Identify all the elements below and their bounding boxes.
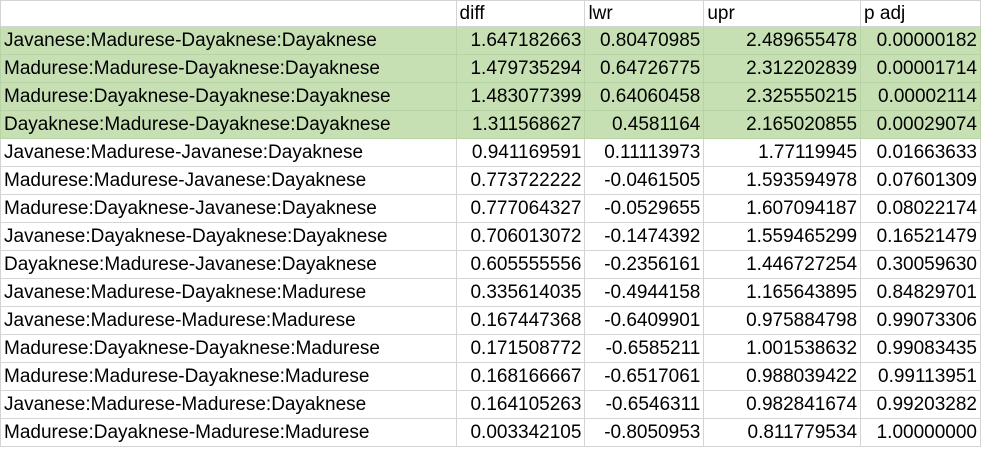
diff-cell[interactable]: 0.167447368: [455, 306, 586, 335]
table-row: Dayaknese:Madurese-Dayaknese:Dayaknese 1.…: [0, 110, 981, 139]
padj-cell[interactable]: 0.07601309: [860, 166, 981, 195]
upr-cell[interactable]: 1.559465299: [703, 222, 862, 251]
table-row: Madurese:Madurese-Dayaknese:Dayaknese 1.4…: [0, 54, 981, 83]
lwr-cell[interactable]: 0.64060458: [584, 82, 705, 111]
padj-cell[interactable]: 0.30059630: [860, 250, 981, 279]
lwr-cell[interactable]: -0.0529655: [584, 194, 705, 223]
label-cell[interactable]: Dayaknese:Madurese-Javanese:Dayaknese: [0, 250, 457, 279]
padj-cell[interactable]: 0.01663633: [860, 138, 981, 167]
upr-cell[interactable]: 2.165020855: [703, 110, 862, 139]
diff-cell[interactable]: 0.941169591: [455, 138, 586, 167]
diff-cell[interactable]: 0.171508772: [455, 334, 586, 363]
upr-cell[interactable]: 1.593594978: [703, 166, 862, 195]
diff-cell[interactable]: 0.168166667: [455, 362, 586, 391]
lwr-cell[interactable]: 0.4581164: [584, 110, 705, 139]
header-cell-padj[interactable]: p adj: [860, 0, 981, 27]
diff-cell[interactable]: 1.647182663: [455, 26, 586, 55]
diff-cell[interactable]: 0.773722222: [455, 166, 586, 195]
lwr-cell[interactable]: -0.6585211: [584, 334, 705, 363]
label-cell[interactable]: Madurese:Madurese-Dayaknese:Madurese: [0, 362, 457, 391]
padj-cell[interactable]: 0.00001714: [860, 54, 981, 83]
header-cell-upr[interactable]: upr: [703, 0, 862, 27]
label-cell[interactable]: Javanese:Madurese-Madurese:Madurese: [0, 306, 457, 335]
upr-cell[interactable]: 1.001538632: [703, 334, 862, 363]
table-row: Madurese:Dayaknese-Javanese:Dayaknese 0.7…: [0, 194, 981, 223]
lwr-cell[interactable]: -0.6409901: [584, 306, 705, 335]
label-cell[interactable]: Dayaknese:Madurese-Dayaknese:Dayaknese: [0, 110, 457, 139]
padj-cell[interactable]: 0.08022174: [860, 194, 981, 223]
lwr-cell[interactable]: 0.80470985: [584, 26, 705, 55]
upr-cell[interactable]: 1.165643895: [703, 278, 862, 307]
label-cell[interactable]: Javanese:Madurese-Madurese:Dayaknese: [0, 390, 457, 419]
label-cell[interactable]: Javanese:Madurese-Javanese:Dayaknese: [0, 138, 457, 167]
table-row: Javanese:Dayaknese-Dayaknese:Dayaknese 0.…: [0, 222, 981, 251]
upr-cell[interactable]: 0.988039422: [703, 362, 862, 391]
padj-cell[interactable]: 0.00002114: [860, 82, 981, 111]
diff-cell[interactable]: 0.706013072: [455, 222, 586, 251]
grid-body: diff lwr upr p adj Javanese:Madurese-Day…: [0, 0, 981, 447]
padj-cell[interactable]: 0.00029074: [860, 110, 981, 139]
header-cell-label[interactable]: [0, 0, 457, 27]
table-row: Javanese:Madurese-Madurese:Dayaknese 0.16…: [0, 390, 981, 419]
label-cell[interactable]: Javanese:Madurese-Dayaknese:Madurese: [0, 278, 457, 307]
header-cell-diff[interactable]: diff: [455, 0, 586, 27]
upr-cell[interactable]: 0.811779534: [703, 418, 862, 447]
header-row: diff lwr upr p adj: [0, 0, 981, 27]
upr-cell[interactable]: 2.489655478: [703, 26, 862, 55]
padj-cell[interactable]: 0.84829701: [860, 278, 981, 307]
lwr-cell[interactable]: -0.4944158: [584, 278, 705, 307]
spreadsheet-grid: diff lwr upr p adj Javanese:Madurese-Day…: [0, 0, 981, 447]
table-row: Madurese:Madurese-Dayaknese:Madurese 0.16…: [0, 362, 981, 391]
diff-cell[interactable]: 0.164105263: [455, 390, 586, 419]
label-cell[interactable]: Javanese:Madurese-Dayaknese:Dayaknese: [0, 26, 457, 55]
padj-cell[interactable]: 1.00000000: [860, 418, 981, 447]
label-cell[interactable]: Madurese:Dayaknese-Dayaknese:Dayaknese: [0, 82, 457, 111]
diff-cell[interactable]: 0.003342105: [455, 418, 586, 447]
upr-cell[interactable]: 1.77119945: [703, 138, 862, 167]
table-row: Javanese:Madurese-Dayaknese:Madurese 0.33…: [0, 278, 981, 307]
upr-cell[interactable]: 0.982841674: [703, 390, 862, 419]
lwr-cell[interactable]: -0.0461505: [584, 166, 705, 195]
padj-cell[interactable]: 0.99073306: [860, 306, 981, 335]
header-cell-lwr[interactable]: lwr: [584, 0, 705, 27]
table-row: Madurese:Dayaknese-Dayaknese:Madurese 0.1…: [0, 334, 981, 363]
table-row: Madurese:Madurese-Javanese:Dayaknese 0.77…: [0, 166, 981, 195]
lwr-cell[interactable]: -0.1474392: [584, 222, 705, 251]
diff-cell[interactable]: 0.605555556: [455, 250, 586, 279]
upr-cell[interactable]: 0.975884798: [703, 306, 862, 335]
diff-cell[interactable]: 0.335614035: [455, 278, 586, 307]
upr-cell[interactable]: 1.607094187: [703, 194, 862, 223]
table-row: Dayaknese:Madurese-Javanese:Dayaknese 0.6…: [0, 250, 981, 279]
lwr-cell[interactable]: 0.11113973: [584, 138, 705, 167]
padj-cell[interactable]: 0.00000182: [860, 26, 981, 55]
padj-cell[interactable]: 0.99203282: [860, 390, 981, 419]
table-row: Javanese:Madurese-Madurese:Madurese 0.167…: [0, 306, 981, 335]
label-cell[interactable]: Madurese:Madurese-Javanese:Dayaknese: [0, 166, 457, 195]
lwr-cell[interactable]: -0.6517061: [584, 362, 705, 391]
upr-cell[interactable]: 2.312202839: [703, 54, 862, 83]
table-row: Javanese:Madurese-Dayaknese:Dayaknese 1.6…: [0, 26, 981, 55]
table-row: Madurese:Dayaknese-Dayaknese:Dayaknese 1.…: [0, 82, 981, 111]
label-cell[interactable]: Madurese:Dayaknese-Dayaknese:Madurese: [0, 334, 457, 363]
lwr-cell[interactable]: -0.2356161: [584, 250, 705, 279]
lwr-cell[interactable]: -0.6546311: [584, 390, 705, 419]
padj-cell[interactable]: 0.99113951: [860, 362, 981, 391]
label-cell[interactable]: Madurese:Dayaknese-Javanese:Dayaknese: [0, 194, 457, 223]
label-cell[interactable]: Madurese:Madurese-Dayaknese:Dayaknese: [0, 54, 457, 83]
lwr-cell[interactable]: -0.8050953: [584, 418, 705, 447]
upr-cell[interactable]: 1.446727254: [703, 250, 862, 279]
diff-cell[interactable]: 1.479735294: [455, 54, 586, 83]
table-row: Madurese:Dayaknese-Madurese:Madurese 0.00…: [0, 418, 981, 447]
diff-cell[interactable]: 0.777064327: [455, 194, 586, 223]
diff-cell[interactable]: 1.311568627: [455, 110, 586, 139]
padj-cell[interactable]: 0.99083435: [860, 334, 981, 363]
padj-cell[interactable]: 0.16521479: [860, 222, 981, 251]
label-cell[interactable]: Madurese:Dayaknese-Madurese:Madurese: [0, 418, 457, 447]
label-cell[interactable]: Javanese:Dayaknese-Dayaknese:Dayaknese: [0, 222, 457, 251]
diff-cell[interactable]: 1.483077399: [455, 82, 586, 111]
lwr-cell[interactable]: 0.64726775: [584, 54, 705, 83]
table-row: Javanese:Madurese-Javanese:Dayaknese 0.94…: [0, 138, 981, 167]
upr-cell[interactable]: 2.325550215: [703, 82, 862, 111]
